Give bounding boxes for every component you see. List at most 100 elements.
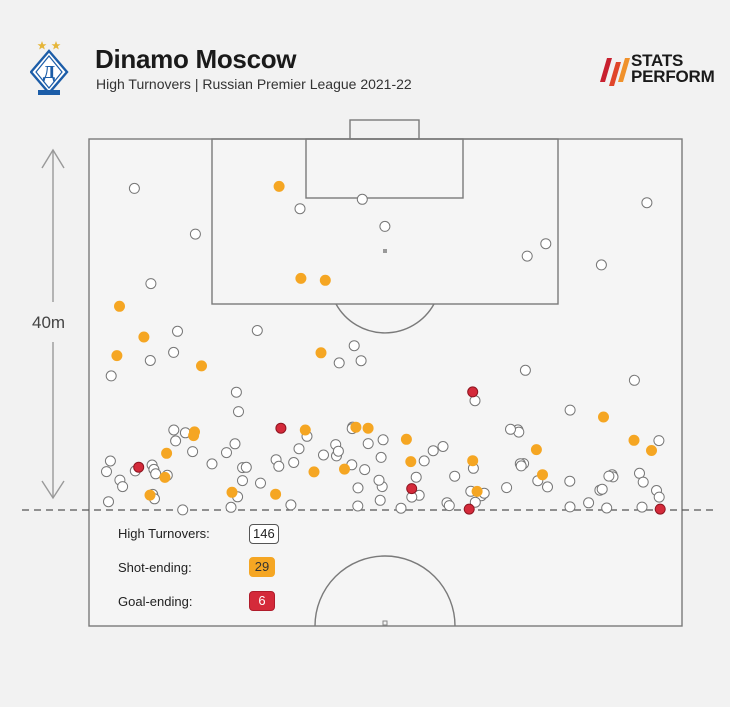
legend-value-shot-ending: 29 [249,557,275,577]
shot-ending-point [628,434,640,446]
turnover-point [410,471,422,483]
shot-ending-point [646,445,657,456]
turnover-point [333,357,345,369]
shot-ending-point [138,331,150,343]
legend-value-turnovers: 146 [249,524,279,544]
turnover-point [395,502,407,514]
turnover-point [636,501,648,513]
goal-ending-point [654,503,666,515]
turnover-point [540,238,552,250]
shot-ending-point [319,274,331,286]
six-yard-box [305,138,464,199]
turnover-point [255,477,266,489]
turnover-point [273,460,285,472]
turnover-point [418,455,430,467]
shot-ending-point [114,300,125,312]
turnover-point [251,325,263,336]
turnover-point [603,470,615,482]
shot-ending-point [530,444,542,456]
legend-label-turnovers: High Turnovers: [118,526,210,541]
turnover-point [177,504,189,516]
pitch-outline [88,138,683,627]
turnover-point [233,406,244,418]
turnover-point [294,203,306,215]
legend-label-goal-ending: Goal-ending: [118,594,193,609]
shot-ending-point [537,469,548,481]
turnover-point [542,481,553,493]
turnover-point [145,278,157,290]
centre-circle [314,555,456,627]
turnover-point [505,423,516,435]
turnover-point [641,197,653,209]
shot-ending-point [400,433,412,445]
turnover-point [356,193,368,205]
penalty-spot [383,249,387,253]
shot-ending-point [196,360,207,372]
turnover-point [104,455,116,467]
turnover-point [564,501,576,513]
page-subtitle: High Turnovers | Russian Premier League … [96,76,412,92]
turnover-point [237,475,248,487]
shot-ending-point [315,347,327,359]
turnover-point [348,340,360,352]
turnover-point [230,386,242,398]
shot-ending-point [295,272,307,284]
turnover-point [519,364,531,376]
turnover-point [653,435,665,447]
turnover-point [105,370,117,382]
legend-value-goal-ending: 6 [249,591,275,611]
turnover-point [596,483,608,495]
shot-ending-point [598,411,609,423]
turnover-point [189,228,201,240]
turnover-point [221,447,232,459]
turnover-point [564,475,576,487]
shot-ending-point [405,456,417,468]
shot-ending-point [144,489,156,501]
turnover-point [288,457,300,468]
turnover-point [229,438,241,450]
turnover-point [128,182,140,194]
goal-ending-point [467,386,479,398]
brand-line-1: STATS [631,51,684,70]
shot-ending-point [273,180,285,192]
turnover-point [285,499,297,511]
scale-arrow [41,148,65,500]
goal-ending-point [275,422,287,434]
turnover-point [601,502,613,514]
turnover-point [103,496,114,508]
turnover-point [501,482,513,494]
turnover-point [352,482,364,494]
goal-ending-point [133,461,145,473]
turnover-point [373,474,385,486]
turnover-point [240,461,252,473]
shot-ending-point [188,430,200,442]
turnover-point [206,458,218,470]
turnover-point [170,435,182,447]
shot-ending-point [299,424,311,436]
turnover-point [379,220,391,232]
centre-spot [382,620,388,626]
turnover-point [187,446,199,458]
shot-ending-point [111,350,123,362]
turnover-point [168,424,180,436]
shot-ending-point [308,466,320,478]
turnover-point [653,491,665,503]
turnover-point [117,481,129,493]
turnover-point [362,438,374,450]
shot-ending-point [161,447,173,459]
penalty-arc [335,303,435,334]
goal-ending-point [463,503,475,515]
turnover-point [375,451,387,463]
legend-label-shot-ending: Shot-ending: [118,560,192,575]
up-arrow-icon [41,148,65,169]
turnover-point [628,374,640,386]
turnover-point [427,445,439,457]
turnover-point [101,466,112,478]
shot-ending-point [350,421,362,433]
turnover-point [449,470,461,482]
shot-ending-point [362,422,374,434]
turnover-point [355,355,367,367]
shot-ending-point [270,488,282,500]
dinamo-crest-icon: Д [30,41,69,95]
